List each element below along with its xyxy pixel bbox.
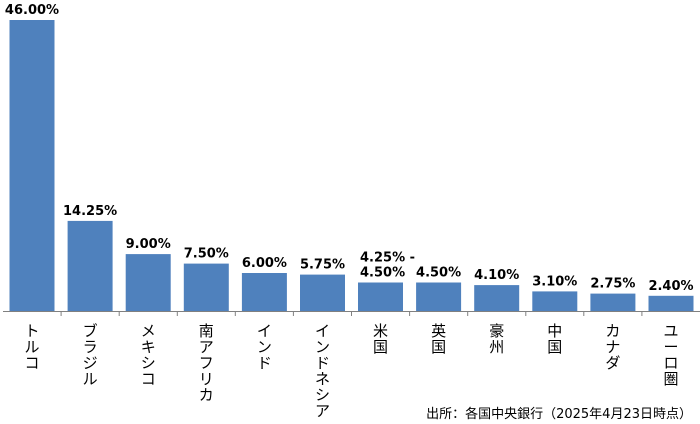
bar-6	[358, 282, 403, 311]
value-label-8: 4.10%	[474, 268, 519, 283]
category-label-11: ユーロ圏	[663, 322, 678, 388]
bar-4	[241, 273, 287, 311]
value-label-3: 7.50%	[184, 247, 229, 262]
bars-group	[9, 20, 694, 311]
value-label-7: 4.50%	[416, 266, 461, 281]
category-label-4: インド	[257, 322, 272, 372]
category-label-3: 南アフリカ	[199, 322, 214, 404]
bar-3	[183, 263, 229, 311]
value-label-9: 3.10%	[532, 274, 577, 289]
category-label-1: ブラジル	[83, 322, 98, 388]
value-label-10: 2.75%	[590, 277, 635, 292]
bar-10	[590, 293, 636, 311]
bar-5	[300, 274, 345, 311]
category-label-8: 豪州	[489, 322, 504, 356]
category-label-2: メキシコ	[141, 322, 156, 388]
value-label-2: 9.00%	[126, 237, 171, 252]
value-label-1: 14.25%	[63, 204, 117, 219]
bar-9	[532, 291, 578, 311]
category-label-7: 英国	[431, 322, 446, 356]
x-axis-ticks-group	[60, 311, 643, 316]
bar-1	[67, 220, 113, 311]
value-label-4: 6.00%	[242, 256, 287, 271]
value-labels-group: 46.00% 14.25% 9.00% 7.50% 6.00% 5.75% 4.25% -4…	[5, 3, 694, 294]
category-label-5: インドネシア	[315, 322, 330, 420]
source-note: 出所：各国中央銀行（2025年4月23日時点）	[426, 406, 692, 422]
value-label-6: 4.25% -4.50%	[360, 251, 415, 281]
bar-2	[125, 254, 171, 311]
category-labels-group: トルコ ブラジル メキシコ 南アフリカ インド インドネシア 米国 英国 豪州 中国 カナダ ユーロ圏	[24, 322, 678, 420]
category-label-6: 米国	[373, 322, 388, 356]
value-label-0: 46.00%	[5, 3, 59, 18]
value-label-11: 2.40%	[648, 279, 693, 294]
value-label-5: 5.75%	[300, 258, 345, 273]
category-label-0: トルコ	[24, 322, 39, 372]
bar-7	[416, 282, 462, 311]
bar-11	[648, 295, 694, 311]
bar-8	[474, 285, 520, 311]
category-label-10: カナダ	[605, 322, 620, 372]
category-label-9: 中国	[547, 322, 562, 356]
bar-0	[9, 20, 55, 311]
